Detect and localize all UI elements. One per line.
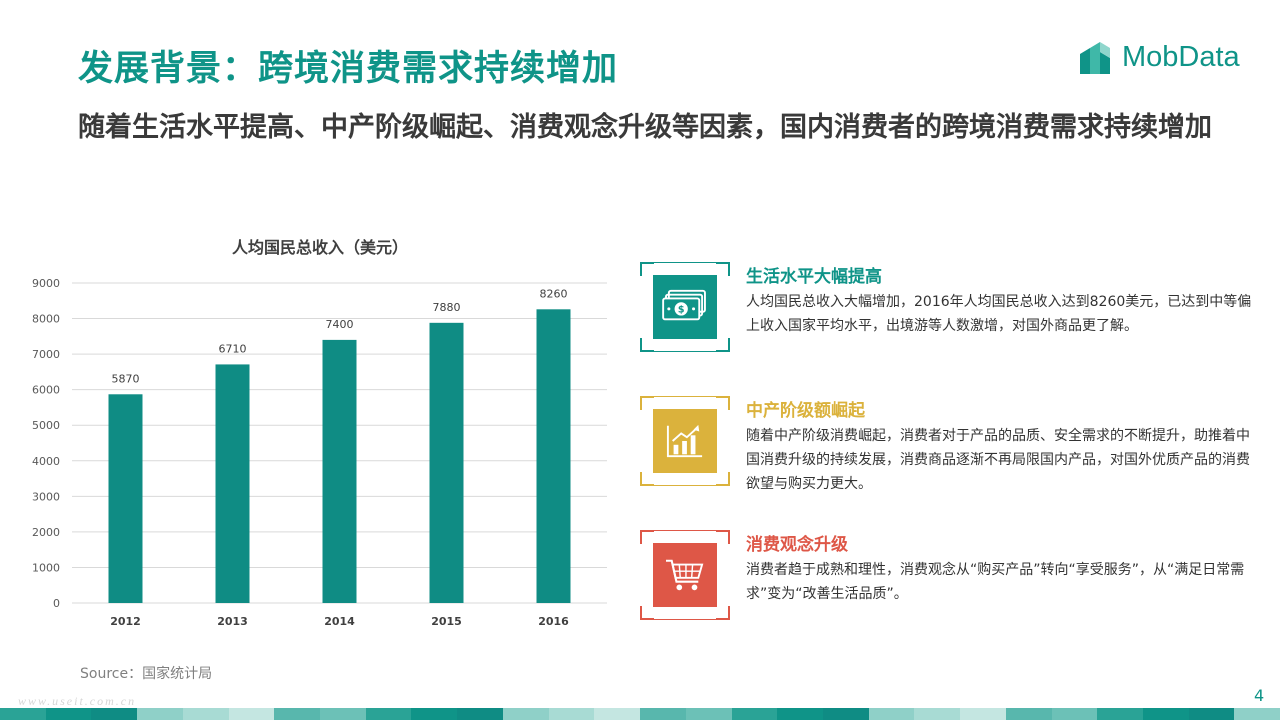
strip-segment <box>0 708 46 720</box>
y-tick-label: 3000 <box>32 490 60 503</box>
x-tick-label: 2014 <box>324 615 355 628</box>
bar-2016 <box>536 309 571 603</box>
page-title: 发展背景：跨境消费需求持续增加 <box>78 49 619 89</box>
data-label: 7880 <box>433 301 461 314</box>
strip-segment <box>914 708 961 720</box>
strip-segment <box>182 708 229 720</box>
strip-segment <box>91 708 138 720</box>
strip-segment <box>45 708 92 720</box>
strip-segment <box>320 708 366 720</box>
strip-segment <box>1051 708 1098 720</box>
y-axis-ticks: 0 1000 2000 3000 4000 5000 6000 7000 8000 9000 <box>32 277 60 610</box>
income-bar-chart: 人均国民总收入（美元） 0 1000 2000 3000 4000 5000 6000 700… <box>32 238 607 628</box>
feature-middle-class: 中产阶级额崛起 随着中产阶级消费崛起，消费者对于产品的品质、安全需求的不断提升，… <box>640 396 1260 496</box>
strip-segment <box>960 708 1006 720</box>
y-tick-label: 9000 <box>32 277 60 290</box>
strip-segment <box>731 708 778 720</box>
source-note: Source：国家统计局 <box>80 666 213 682</box>
mobdata-logo-icon <box>1080 42 1110 74</box>
strip-segment <box>1234 708 1280 720</box>
y-tick-label: 1000 <box>32 561 60 574</box>
data-label: 5870 <box>112 372 140 385</box>
bar-2014 <box>322 339 357 603</box>
strip-segment <box>548 708 595 720</box>
icon-frame <box>640 530 730 620</box>
strip-segment <box>777 708 823 720</box>
strip-segment <box>137 708 183 720</box>
x-tick-label: 2015 <box>431 615 462 628</box>
feature-consumption-upgrade: 消费观念升级 消费者趋于成熟和理性，消费观念从“购买产品”转向“享受服务”，从“… <box>640 530 1260 630</box>
data-label: 8260 <box>540 287 568 300</box>
feature-text: 人均国民总收入大幅增加，2016年人均国民总收入达到8260美元，已达到中等偏上… <box>746 294 1252 334</box>
bar-2013 <box>215 364 250 603</box>
feature-title: 生活水平大幅提高 <box>746 267 882 287</box>
strip-segment <box>274 708 321 720</box>
growth-chart-icon <box>653 409 717 473</box>
bar-2012 <box>108 394 143 603</box>
y-tick-label: 5000 <box>32 419 60 432</box>
strip-segment <box>1097 708 1143 720</box>
strip-segment <box>457 708 503 720</box>
y-tick-label: 2000 <box>32 526 60 539</box>
strip-segment <box>1188 708 1235 720</box>
icon-frame: $ <box>640 262 730 352</box>
x-axis-ticks: 2012 2013 2014 2015 2016 <box>110 615 569 628</box>
y-tick-label: 4000 <box>32 455 60 468</box>
y-tick-label: 7000 <box>32 348 60 361</box>
feature-title: 中产阶级额崛起 <box>746 401 865 421</box>
watermark: www.useit.com.cn <box>18 694 137 708</box>
strip-segment <box>411 708 458 720</box>
mobdata-logo: MobData <box>1078 40 1263 80</box>
bar-2015 <box>429 322 464 603</box>
strip-segment <box>228 708 275 720</box>
bottom-decor-strip <box>0 708 1280 720</box>
page-subtitle: 随着生活水平提高、中产阶级崛起、消费观念升级等因素，国内消费者的跨境消费需求持续… <box>78 112 1212 143</box>
chart-data-labels: 5870 6710 7400 7880 8260 <box>112 287 568 385</box>
svg-text:$: $ <box>678 305 685 316</box>
x-tick-label: 2013 <box>217 615 248 628</box>
data-label: 6710 <box>219 342 247 355</box>
feature-living-standard: $ 生活水平大幅提高 人均国民总收入大幅增加，2016年人均国民总收入达到826… <box>640 262 1260 362</box>
money-icon: $ <box>653 275 717 339</box>
chart-title: 人均国民总收入（美元） <box>232 238 408 257</box>
brand-name: MobData <box>1122 41 1240 73</box>
page-number: 4 <box>1254 686 1265 705</box>
shopping-cart-icon <box>653 543 717 607</box>
chart-bars <box>108 309 571 603</box>
y-tick-label: 8000 <box>32 313 60 326</box>
y-tick-label: 6000 <box>32 384 60 397</box>
y-tick-label: 0 <box>53 597 60 610</box>
strip-segment <box>1142 708 1189 720</box>
strip-segment <box>1005 708 1052 720</box>
icon-frame <box>640 396 730 486</box>
strip-segment <box>502 708 549 720</box>
strip-segment <box>640 708 686 720</box>
x-tick-label: 2012 <box>110 615 141 628</box>
strip-segment <box>594 708 641 720</box>
strip-segment <box>868 708 915 720</box>
x-tick-label: 2016 <box>538 615 569 628</box>
feature-title: 消费观念升级 <box>746 535 848 555</box>
data-label: 7400 <box>326 318 354 331</box>
feature-text: 随着中产阶级消费崛起，消费者对于产品的品质、安全需求的不断提升，助推着中国消费升… <box>746 428 1250 492</box>
feature-text: 消费者趋于成熟和理性，消费观念从“购买产品”转向“享受服务”，从“满足日常需求”… <box>746 562 1245 602</box>
strip-segment <box>822 708 869 720</box>
strip-segment <box>365 708 412 720</box>
strip-segment <box>685 708 732 720</box>
